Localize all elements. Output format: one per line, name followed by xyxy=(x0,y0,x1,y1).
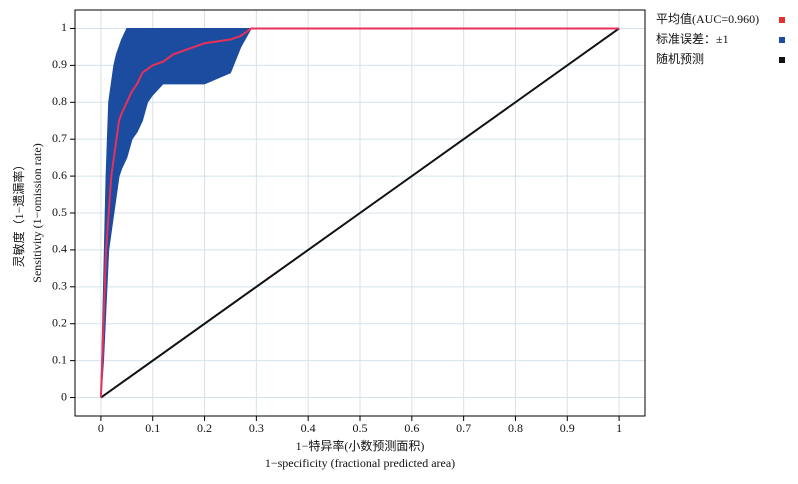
y-tick-label: 0.7 xyxy=(52,131,67,145)
y-tick-label: 0 xyxy=(61,389,67,403)
plot-frame xyxy=(74,9,646,417)
legend-swatch xyxy=(779,37,785,43)
legend-label: 随机预测 xyxy=(656,51,704,66)
x-tick-label: 1 xyxy=(616,421,622,435)
legend-swatch xyxy=(779,57,785,63)
y-axis-label: 灵敏度（1−遗漏率） xyxy=(11,159,26,268)
y-tick-label: 1 xyxy=(61,20,67,34)
y-tick-label: 0.8 xyxy=(52,94,67,108)
legend-label: 标准误差：±1 xyxy=(656,32,729,46)
legend-label: 平均值(AUC=0.960) xyxy=(656,11,759,26)
y-tick-label: 0.4 xyxy=(52,242,67,256)
x-tick-label: 0.2 xyxy=(197,421,212,435)
x-tick-label: 0.1 xyxy=(145,421,160,435)
x-axis-label: 1−特异率(小数预测面积) xyxy=(296,438,425,453)
y-tick-label: 0.2 xyxy=(52,315,67,329)
x-tick-label: 0.8 xyxy=(508,421,523,435)
y-tick-label: 0.6 xyxy=(52,168,67,182)
y-tick-label: 0.9 xyxy=(52,57,67,71)
x-tick-label: 0.9 xyxy=(560,421,575,435)
y-tick-label: 0.3 xyxy=(52,279,67,293)
y-axis-label: Sensitivity (1−omission rate) xyxy=(30,143,44,282)
y-tick-label: 0.1 xyxy=(52,352,67,366)
x-tick-label: 0.3 xyxy=(249,421,264,435)
x-axis-label: 1−specificity (fractional predicted area… xyxy=(265,456,455,470)
x-tick-label: 0 xyxy=(98,421,104,435)
x-tick-label: 0.6 xyxy=(404,421,419,435)
x-tick-label: 0.4 xyxy=(301,421,316,435)
curve xyxy=(100,27,620,399)
x-tick-label: 0.5 xyxy=(353,421,368,435)
legend-swatch xyxy=(779,17,785,23)
y-tick-label: 0.5 xyxy=(52,205,67,219)
x-tick-label: 0.7 xyxy=(456,421,471,435)
curve xyxy=(99,27,620,398)
